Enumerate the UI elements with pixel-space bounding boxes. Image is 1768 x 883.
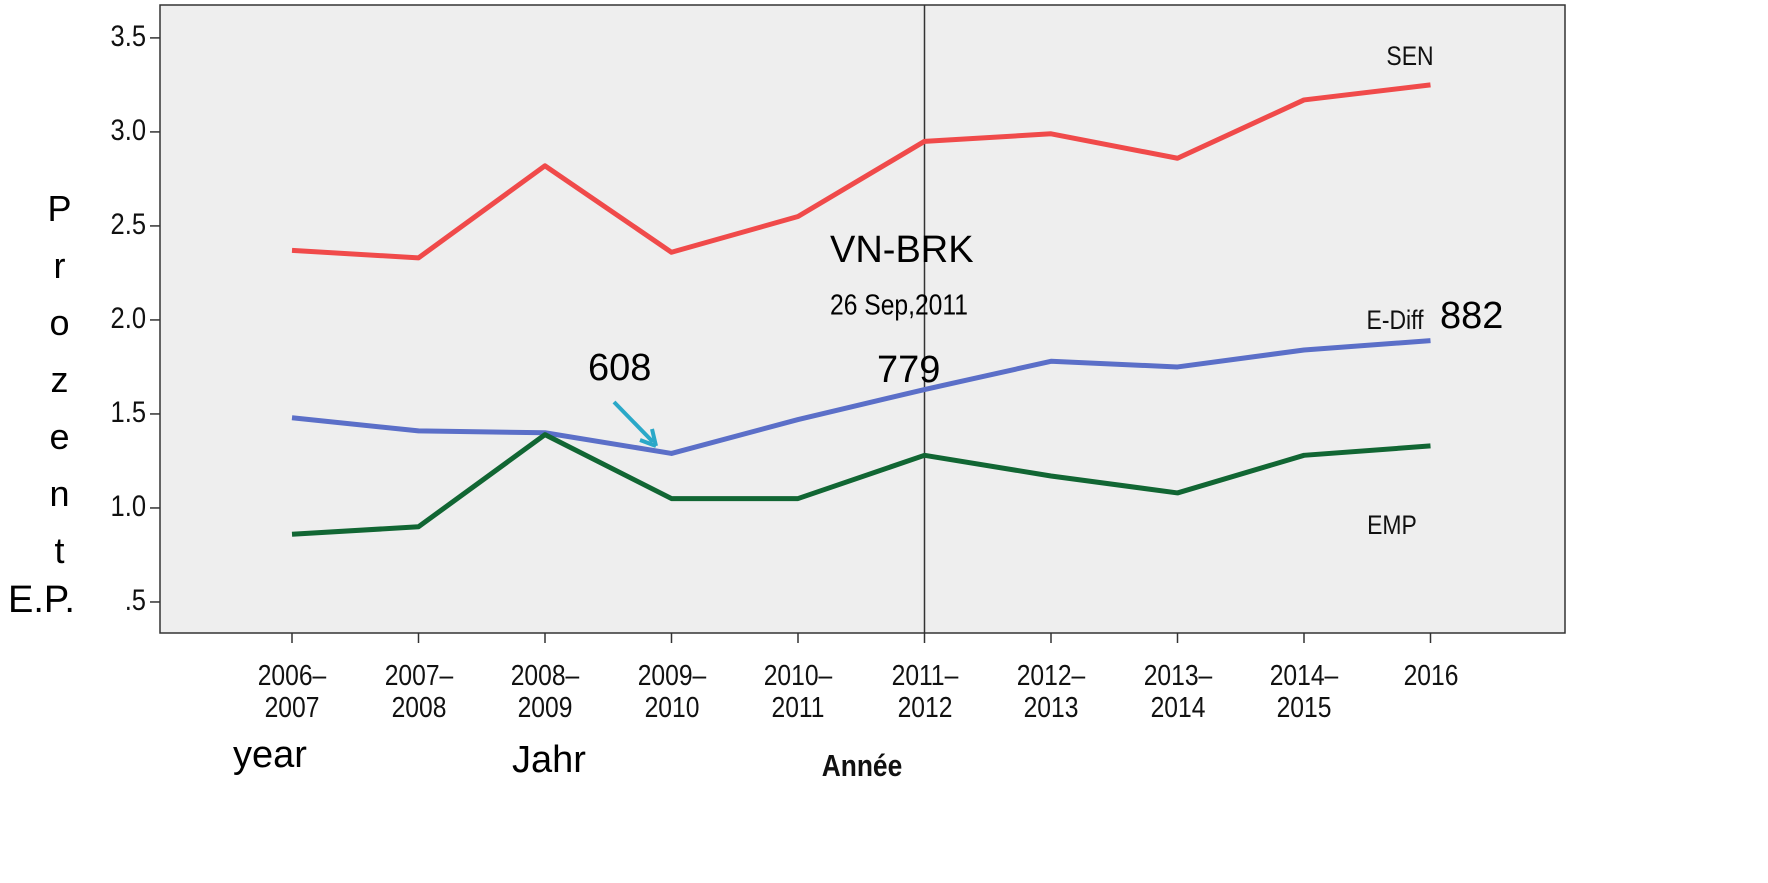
- y-tick-label: 1.5: [111, 395, 146, 428]
- series-line: [291, 338, 1431, 456]
- series-label: E-Diff: [1367, 305, 1424, 335]
- y-tick-label: 3.5: [111, 19, 146, 52]
- y-tick-label: 2.5: [111, 207, 146, 240]
- y-tick-label: .5: [125, 583, 146, 616]
- arrow-shaft: [612, 400, 655, 444]
- y-tick-label: 1.0: [111, 489, 146, 522]
- x-tick-label: 2016: [1403, 660, 1458, 692]
- annotation: Jahr: [512, 739, 586, 781]
- x-axis-label: Année: [822, 749, 902, 783]
- annotation: 882: [1440, 295, 1503, 337]
- x-tick-label: 2014–2015: [1269, 660, 1339, 724]
- x-tick-label: 2009–2010: [637, 660, 706, 724]
- y-tick-label: 2.0: [111, 301, 146, 334]
- annotation: E.P.: [8, 579, 75, 621]
- x-tick-label: 2008–2009: [510, 660, 580, 724]
- annotation: 779: [877, 349, 940, 391]
- x-tick-label: 2011–2012: [891, 660, 958, 724]
- x-tick-label: 2007–2008: [384, 660, 453, 724]
- x-tick-label: 2010–2011: [763, 660, 833, 724]
- series-line: [291, 82, 1431, 261]
- x-tick-label: 2012–2013: [1016, 660, 1086, 724]
- series-label: SEN: [1386, 41, 1433, 71]
- annotation: VN-BRK: [830, 229, 974, 271]
- y-tick-label: 3.0: [111, 113, 146, 146]
- annotation: 26 Sep,2011: [830, 289, 968, 321]
- x-tick-label: 2013–2014: [1143, 660, 1212, 724]
- series-label: EMP: [1367, 510, 1417, 540]
- annotation: 608: [588, 347, 651, 389]
- annotation: year: [233, 734, 307, 776]
- y-axis-label: Prozent: [39, 188, 80, 587]
- x-tick-label: 2006–2007: [257, 660, 327, 724]
- arrow-head: [639, 428, 658, 448]
- series-line: [291, 432, 1431, 537]
